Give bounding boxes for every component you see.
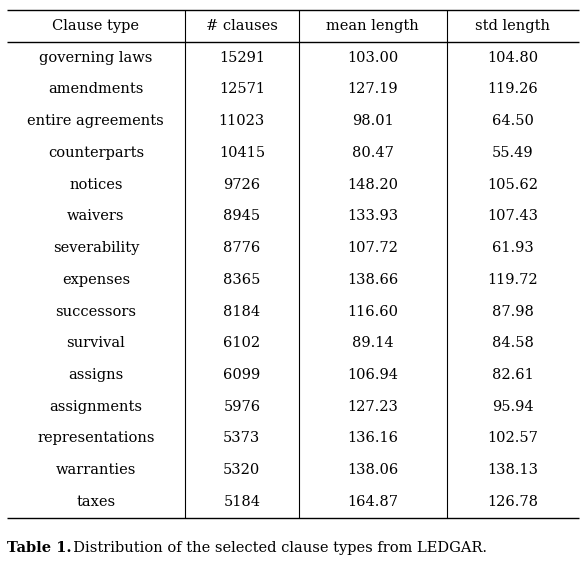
Text: 136.16: 136.16 (347, 431, 398, 446)
Text: # clauses: # clauses (206, 19, 278, 33)
Text: 138.13: 138.13 (487, 463, 539, 477)
Text: notices: notices (69, 178, 122, 192)
Text: governing laws: governing laws (39, 51, 152, 65)
Text: 133.93: 133.93 (347, 209, 398, 223)
Text: 11023: 11023 (219, 114, 265, 128)
Text: 164.87: 164.87 (347, 495, 398, 509)
Text: mean length: mean length (326, 19, 419, 33)
Text: 119.26: 119.26 (488, 82, 538, 96)
Text: Clause type: Clause type (52, 19, 139, 33)
Text: assigns: assigns (68, 368, 124, 382)
Text: 8365: 8365 (223, 273, 261, 287)
Text: 5320: 5320 (223, 463, 260, 477)
Text: 6102: 6102 (223, 336, 260, 350)
Text: 5373: 5373 (223, 431, 260, 446)
Text: survival: survival (66, 336, 125, 350)
Text: counterparts: counterparts (48, 146, 144, 160)
Text: 107.43: 107.43 (487, 209, 539, 223)
Text: amendments: amendments (48, 82, 144, 96)
Text: taxes: taxes (76, 495, 115, 509)
Text: warranties: warranties (56, 463, 136, 477)
Text: waivers: waivers (67, 209, 125, 223)
Text: 104.80: 104.80 (487, 51, 539, 65)
Text: std length: std length (475, 19, 550, 33)
Text: 126.78: 126.78 (487, 495, 539, 509)
Text: 105.62: 105.62 (487, 178, 539, 192)
Text: 8945: 8945 (223, 209, 260, 223)
Text: 119.72: 119.72 (488, 273, 538, 287)
Text: 80.47: 80.47 (352, 146, 394, 160)
Text: 103.00: 103.00 (347, 51, 398, 65)
Text: 9726: 9726 (223, 178, 260, 192)
Text: 8184: 8184 (223, 305, 260, 319)
Text: 15291: 15291 (219, 51, 265, 65)
Text: 12571: 12571 (219, 82, 265, 96)
Text: 138.66: 138.66 (347, 273, 398, 287)
Text: 116.60: 116.60 (347, 305, 398, 319)
Text: 10415: 10415 (219, 146, 265, 160)
Text: severability: severability (53, 241, 139, 255)
Text: 82.61: 82.61 (492, 368, 534, 382)
Text: Table 1.: Table 1. (7, 541, 71, 555)
Text: 107.72: 107.72 (347, 241, 398, 255)
Text: representations: representations (37, 431, 155, 446)
Text: 8776: 8776 (223, 241, 260, 255)
Text: 148.20: 148.20 (347, 178, 398, 192)
Text: 87.98: 87.98 (492, 305, 534, 319)
Text: 127.19: 127.19 (347, 82, 398, 96)
Text: 61.93: 61.93 (492, 241, 534, 255)
Text: successors: successors (55, 305, 137, 319)
Text: 5976: 5976 (223, 400, 260, 414)
Text: expenses: expenses (62, 273, 130, 287)
Text: 5184: 5184 (223, 495, 260, 509)
Text: 138.06: 138.06 (347, 463, 398, 477)
Text: 95.94: 95.94 (492, 400, 534, 414)
Text: 6099: 6099 (223, 368, 260, 382)
Text: 98.01: 98.01 (352, 114, 394, 128)
Text: 102.57: 102.57 (488, 431, 538, 446)
Text: assignments: assignments (49, 400, 142, 414)
Text: 55.49: 55.49 (492, 146, 534, 160)
Text: Distribution of the selected clause types from LEDGAR.: Distribution of the selected clause type… (64, 541, 488, 555)
Text: 84.58: 84.58 (492, 336, 534, 350)
Text: 64.50: 64.50 (492, 114, 534, 128)
Text: 106.94: 106.94 (347, 368, 398, 382)
Text: 127.23: 127.23 (347, 400, 398, 414)
Text: entire agreements: entire agreements (28, 114, 164, 128)
Text: 89.14: 89.14 (352, 336, 394, 350)
